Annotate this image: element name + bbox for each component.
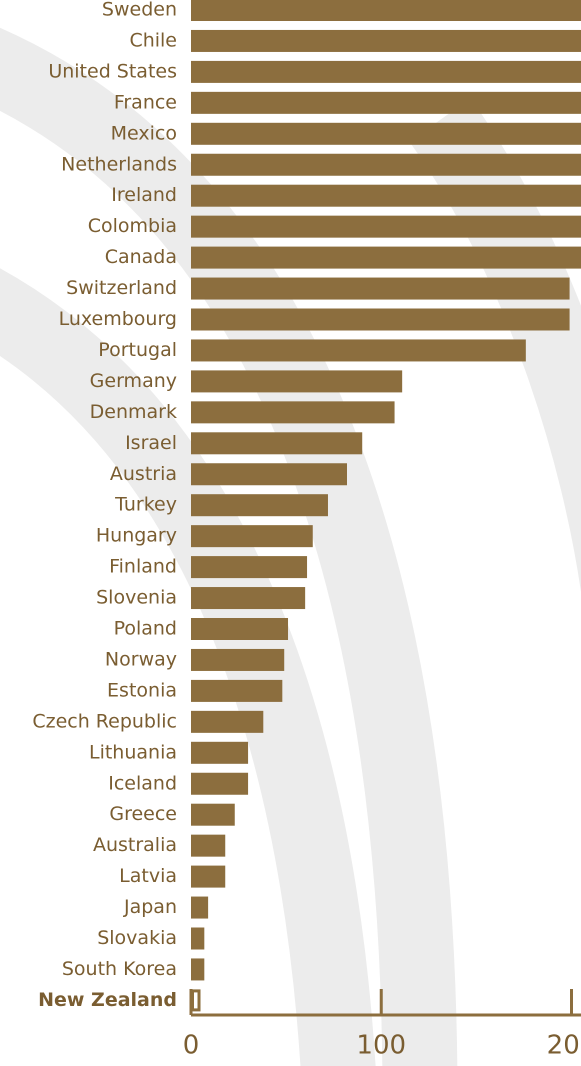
bar [191,679,283,702]
category-label: Lithuania [89,741,177,763]
bar [191,339,526,362]
category-label: Germany [90,370,177,392]
category-label: Switzerland [66,277,177,299]
bar [191,896,209,919]
bar [191,0,581,21]
category-label: Denmark [90,401,177,423]
bar [191,494,328,517]
category-label: France [114,91,177,113]
bar [191,803,235,826]
bar [191,277,570,300]
category-label: South Korea [62,958,177,980]
bar [191,865,226,888]
category-label: Latvia [119,865,177,887]
x-tick-label: 0 [183,1031,200,1061]
bar [191,91,581,114]
category-label: Austria [110,463,177,485]
category-label: Greece [109,803,177,825]
bar [191,525,313,548]
category-label: Japan [123,896,177,918]
category-label: New Zealand [38,989,177,1011]
bar [191,401,395,424]
category-label: United States [48,60,177,82]
category-label: Finland [109,556,177,578]
x-tick-label: 200 [547,1031,581,1061]
bar [191,710,264,733]
bar [191,556,308,579]
bar [191,958,205,981]
bar [191,741,249,764]
category-label: Estonia [107,679,177,701]
category-label: Ireland [111,184,177,206]
bar [191,153,581,176]
bar [191,587,306,610]
bar [191,370,403,393]
category-label: Netherlands [61,153,177,175]
category-label: Poland [114,618,177,640]
bar [191,989,201,1012]
category-label: Australia [93,834,177,856]
bar [191,618,289,640]
category-label: Hungary [96,525,177,547]
category-label: Norway [105,648,177,670]
bar [191,215,581,238]
category-label: Canada [105,246,177,268]
bar [191,927,205,950]
x-tick-label: 100 [356,1031,406,1061]
bar [191,648,285,671]
bar [191,772,249,795]
category-label: Israel [125,432,177,454]
bar [191,60,581,83]
bar [191,184,581,207]
bar [191,29,581,52]
category-label: Iceland [108,772,177,794]
bar [191,463,347,486]
bar [191,432,363,455]
bar [191,308,570,331]
category-label: Mexico [111,122,177,144]
category-label: Sweden [102,0,177,21]
category-label: Portugal [98,339,177,361]
category-label: Chile [129,29,177,51]
category-label: Slovenia [96,587,177,609]
category-label: Colombia [88,215,177,237]
category-label: Luxembourg [59,308,177,330]
category-label: Turkey [114,494,177,516]
bar [191,834,226,857]
category-label: Czech Republic [32,710,177,732]
bar [191,122,581,145]
category-label: Slovakia [97,927,177,949]
bar [191,246,581,269]
